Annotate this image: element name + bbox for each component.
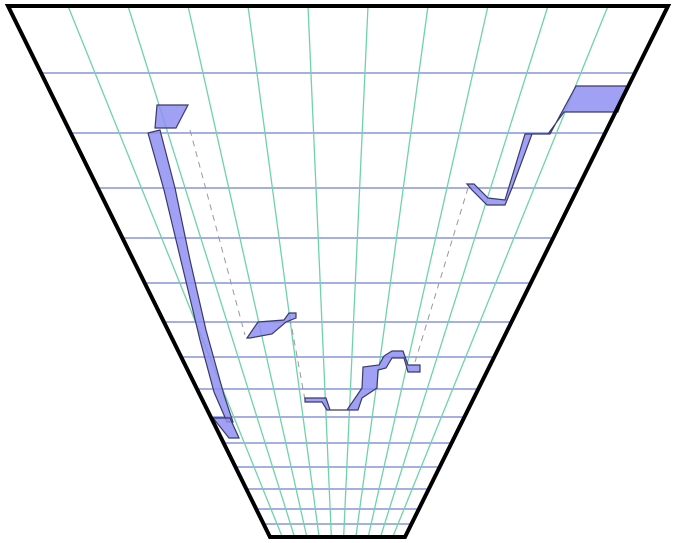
grid-column [379, 5, 549, 538]
shape [147, 129, 234, 423]
grid-column [247, 5, 320, 538]
grid-column [367, 5, 489, 538]
grid-column [342, 5, 369, 538]
dashed-link [414, 187, 469, 363]
frame [4, 4, 672, 539]
shape [465, 85, 628, 206]
dashed-link [189, 129, 246, 336]
shape [211, 417, 240, 439]
shape [304, 350, 421, 411]
dashed-links [189, 129, 469, 401]
grid [41, 5, 635, 538]
shape [154, 104, 189, 129]
dashed-link [289, 317, 306, 401]
grid-column [307, 5, 333, 538]
grid-column [355, 5, 429, 538]
grid-column [187, 5, 308, 538]
grid-column [127, 5, 296, 538]
grid-column [67, 5, 283, 538]
shape [245, 312, 297, 339]
shapes [147, 85, 628, 439]
